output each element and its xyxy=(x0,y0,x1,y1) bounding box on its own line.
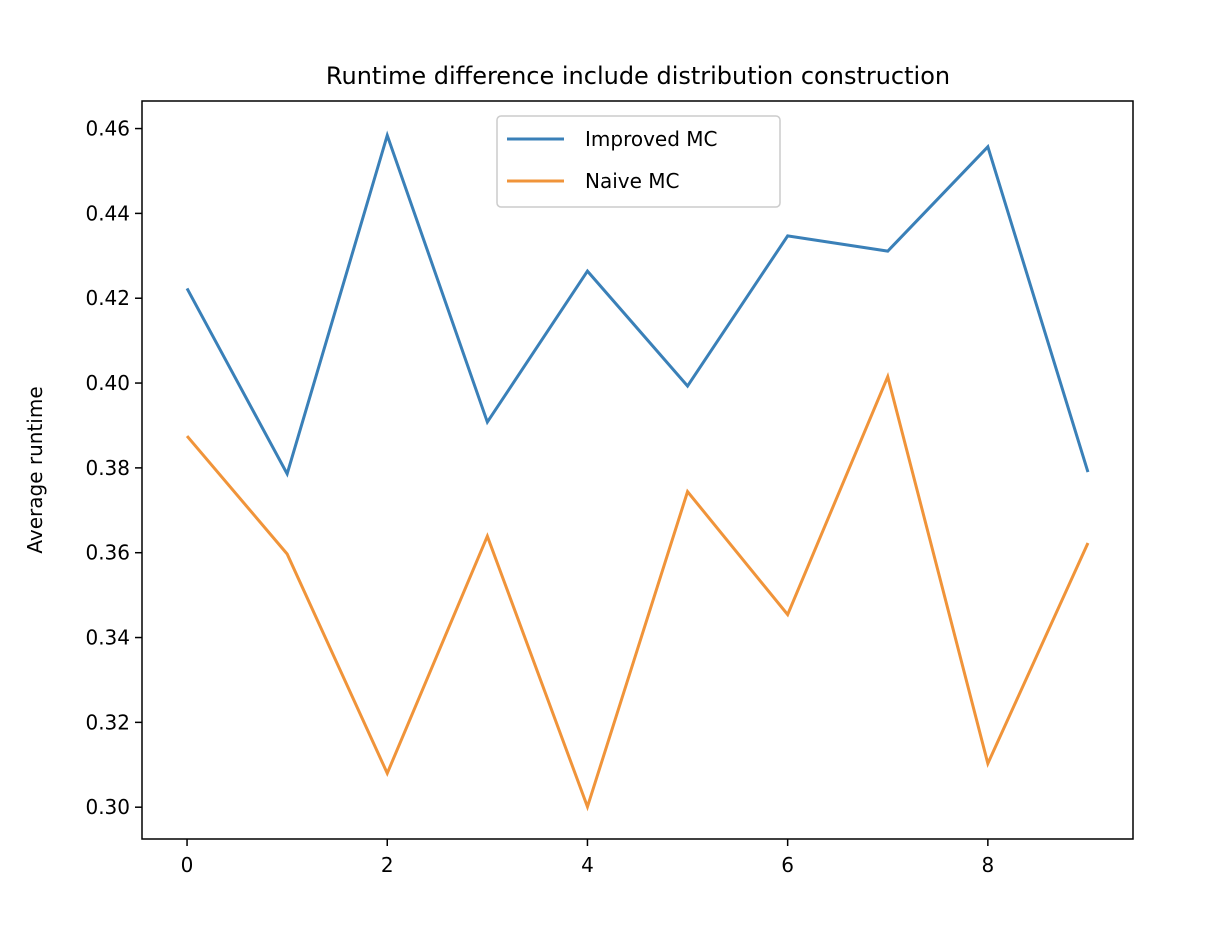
legend: Improved MC Naive MC xyxy=(496,115,781,208)
x-tick-label: 0 xyxy=(181,853,194,877)
x-tick-label: 4 xyxy=(581,853,594,877)
y-tick-label: 0.36 xyxy=(85,541,130,565)
x-tick-label: 8 xyxy=(981,853,994,877)
legend-box xyxy=(496,115,781,208)
y-tick-label: 0.40 xyxy=(85,371,130,395)
y-tick-label: 0.38 xyxy=(85,456,130,480)
x-tick-label: 2 xyxy=(381,853,394,877)
y-tick-label: 0.32 xyxy=(85,710,130,734)
y-tick-label: 0.46 xyxy=(85,117,130,141)
y-axis-label: Average runtime xyxy=(23,386,47,553)
y-tick-label: 0.30 xyxy=(85,795,130,819)
axis-ticks: 0 2 4 6 8 0.30 0.32 0.34 0.36 0.38 0.40 0.42 0.44 0.4… xyxy=(85,117,994,877)
x-tick-label: 6 xyxy=(781,853,794,877)
series-line-improved-mc xyxy=(185,130,1090,478)
y-tick-label: 0.44 xyxy=(85,201,130,225)
y-tick-label: 0.34 xyxy=(85,626,130,650)
chart-title: Runtime difference include distribution … xyxy=(326,62,950,90)
series-line-naive-mc xyxy=(185,372,1090,812)
legend-label: Naive MC xyxy=(585,169,680,193)
legend-label: Improved MC xyxy=(585,127,718,151)
y-tick-label: 0.42 xyxy=(85,286,130,310)
series-lines xyxy=(185,130,1090,812)
plot-frame xyxy=(141,100,1134,840)
